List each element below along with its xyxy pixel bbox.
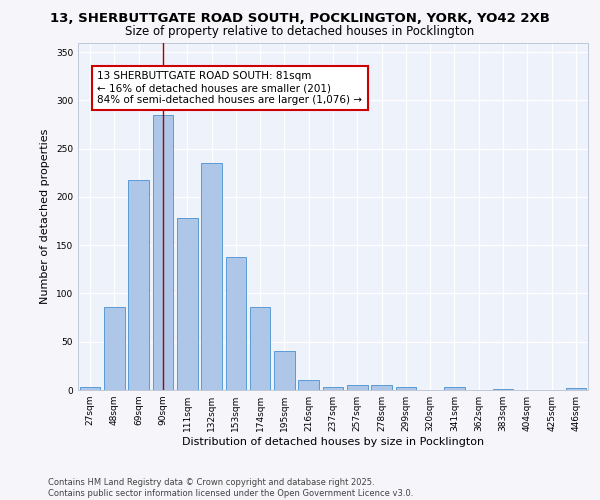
- Bar: [493, 389, 514, 390]
- Bar: [347, 385, 368, 390]
- Bar: [274, 352, 295, 390]
- Text: 13, SHERBUTTGATE ROAD SOUTH, POCKLINGTON, YORK, YO42 2XB: 13, SHERBUTTGATE ROAD SOUTH, POCKLINGTON…: [50, 12, 550, 26]
- Bar: [104, 307, 125, 390]
- X-axis label: Distribution of detached houses by size in Pocklington: Distribution of detached houses by size …: [182, 437, 484, 447]
- Bar: [323, 387, 343, 390]
- Text: 13 SHERBUTTGATE ROAD SOUTH: 81sqm
← 16% of detached houses are smaller (201)
84%: 13 SHERBUTTGATE ROAD SOUTH: 81sqm ← 16% …: [97, 72, 362, 104]
- Bar: [201, 163, 222, 390]
- Bar: [128, 180, 149, 390]
- Bar: [177, 218, 197, 390]
- Bar: [298, 380, 319, 390]
- Y-axis label: Number of detached properties: Number of detached properties: [40, 128, 50, 304]
- Bar: [566, 388, 586, 390]
- Bar: [250, 307, 271, 390]
- Text: Contains HM Land Registry data © Crown copyright and database right 2025.
Contai: Contains HM Land Registry data © Crown c…: [48, 478, 413, 498]
- Bar: [80, 387, 100, 390]
- Bar: [444, 387, 465, 390]
- Bar: [371, 385, 392, 390]
- Bar: [395, 387, 416, 390]
- Bar: [152, 115, 173, 390]
- Bar: [226, 257, 246, 390]
- Text: Size of property relative to detached houses in Pocklington: Size of property relative to detached ho…: [125, 25, 475, 38]
